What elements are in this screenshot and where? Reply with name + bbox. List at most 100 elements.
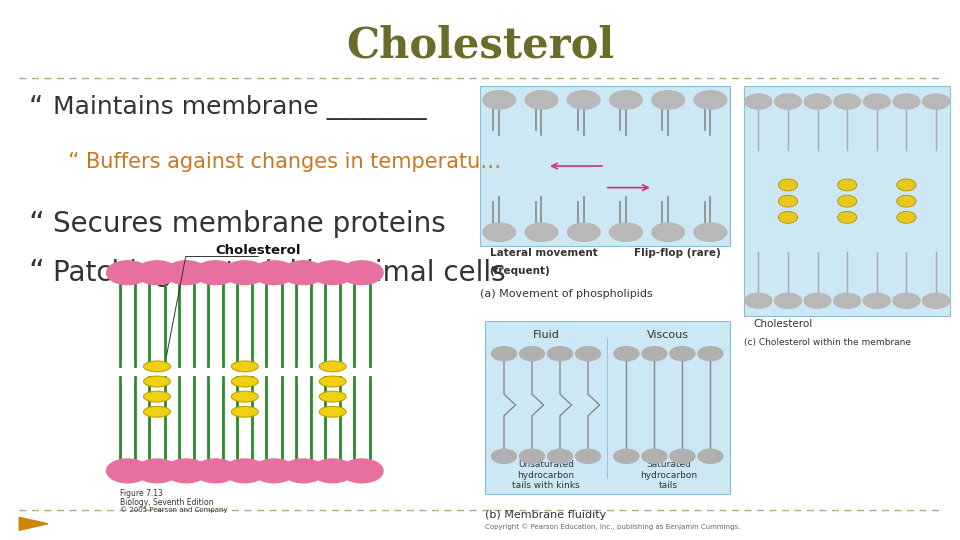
Text: Lateral movement: Lateral movement [490, 248, 597, 259]
Circle shape [224, 459, 266, 483]
Circle shape [775, 94, 802, 109]
Text: Copyright © Pearson Education, Inc., publishing as Benjamin Cummings.: Copyright © Pearson Education, Inc., pub… [485, 524, 740, 530]
Circle shape [567, 223, 600, 241]
Circle shape [804, 94, 831, 109]
Circle shape [492, 449, 516, 463]
Circle shape [525, 223, 558, 241]
Circle shape [610, 223, 642, 241]
Text: Flip-flop (rare): Flip-flop (rare) [634, 248, 720, 259]
Circle shape [575, 347, 601, 361]
Ellipse shape [837, 179, 857, 191]
Circle shape [745, 293, 772, 308]
Text: Saturated
hydrocarbon
tails: Saturated hydrocarbon tails [639, 460, 697, 490]
Circle shape [745, 94, 772, 109]
Circle shape [652, 223, 684, 241]
Circle shape [492, 347, 516, 361]
Ellipse shape [319, 406, 347, 417]
Ellipse shape [779, 195, 798, 207]
FancyBboxPatch shape [110, 259, 379, 486]
Circle shape [483, 91, 516, 109]
Circle shape [107, 261, 149, 285]
Ellipse shape [897, 179, 916, 191]
Circle shape [863, 94, 890, 109]
Circle shape [567, 91, 600, 109]
Ellipse shape [319, 376, 347, 387]
Ellipse shape [779, 179, 798, 191]
Text: “: “ [67, 152, 79, 172]
Text: Fluid: Fluid [533, 330, 560, 340]
Text: Maintains membrane ________: Maintains membrane ________ [53, 96, 426, 120]
Circle shape [525, 91, 558, 109]
Circle shape [614, 449, 639, 463]
Circle shape [642, 449, 667, 463]
Circle shape [282, 459, 324, 483]
Circle shape [893, 293, 920, 308]
Text: “: “ [29, 94, 43, 122]
Text: (a) Movement of phospholipids: (a) Movement of phospholipids [480, 289, 653, 299]
Circle shape [311, 459, 354, 483]
Text: Viscous: Viscous [647, 330, 689, 340]
Ellipse shape [144, 391, 171, 402]
Circle shape [341, 261, 383, 285]
Circle shape [483, 223, 516, 241]
Text: (c) Cholesterol within the membrane: (c) Cholesterol within the membrane [744, 338, 911, 347]
Text: Buffers against changes in temperatu…: Buffers against changes in temperatu… [86, 152, 501, 172]
Circle shape [923, 94, 949, 109]
Ellipse shape [144, 376, 171, 387]
Circle shape [804, 293, 831, 308]
Ellipse shape [144, 361, 171, 372]
Circle shape [107, 459, 149, 483]
Circle shape [670, 347, 695, 361]
Circle shape [694, 223, 727, 241]
Circle shape [614, 347, 639, 361]
Text: Unsaturated
hydrocarbon
tails with kinks: Unsaturated hydrocarbon tails with kinks [513, 460, 580, 490]
Circle shape [833, 293, 861, 308]
Circle shape [923, 293, 949, 308]
Circle shape [642, 347, 667, 361]
Circle shape [547, 347, 572, 361]
Circle shape [341, 459, 383, 483]
Text: Cholesterol: Cholesterol [754, 319, 813, 329]
Ellipse shape [897, 195, 916, 207]
Circle shape [224, 261, 266, 285]
Ellipse shape [144, 406, 171, 417]
Text: Figure 7.13: Figure 7.13 [120, 489, 163, 498]
Circle shape [833, 94, 861, 109]
Circle shape [311, 261, 354, 285]
Text: (frequent): (frequent) [490, 266, 550, 276]
Circle shape [194, 261, 237, 285]
Ellipse shape [319, 391, 347, 402]
Text: © 2005 Pearson and Company: © 2005 Pearson and Company [120, 507, 228, 513]
Circle shape [519, 449, 544, 463]
Circle shape [652, 91, 684, 109]
Circle shape [670, 449, 695, 463]
Ellipse shape [319, 361, 347, 372]
Circle shape [694, 91, 727, 109]
Text: Patching material in animal cells: Patching material in animal cells [53, 259, 505, 287]
FancyBboxPatch shape [744, 86, 950, 316]
Text: Cholesterol: Cholesterol [346, 24, 614, 66]
Ellipse shape [779, 212, 798, 224]
Circle shape [698, 347, 723, 361]
Circle shape [575, 449, 601, 463]
Ellipse shape [897, 212, 916, 224]
Circle shape [165, 261, 207, 285]
Circle shape [194, 459, 237, 483]
Ellipse shape [231, 361, 258, 372]
Text: Cholesterol: Cholesterol [215, 244, 301, 256]
Circle shape [775, 293, 802, 308]
Circle shape [863, 293, 890, 308]
Polygon shape [19, 517, 48, 530]
Ellipse shape [231, 406, 258, 417]
Circle shape [698, 449, 723, 463]
Circle shape [282, 261, 324, 285]
Circle shape [547, 449, 572, 463]
Ellipse shape [231, 391, 258, 402]
Circle shape [136, 459, 179, 483]
Ellipse shape [837, 212, 857, 224]
Text: “: “ [29, 210, 45, 239]
Ellipse shape [231, 376, 258, 387]
FancyBboxPatch shape [480, 86, 730, 246]
Text: (b) Membrane fluidity: (b) Membrane fluidity [485, 510, 606, 521]
Text: “: “ [29, 258, 45, 287]
